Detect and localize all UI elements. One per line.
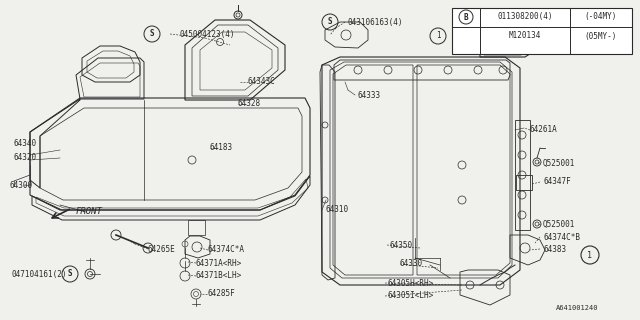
Text: 64350: 64350 <box>390 241 413 250</box>
Text: 64305H<RH>: 64305H<RH> <box>388 278 435 287</box>
Text: 1: 1 <box>436 31 440 41</box>
Text: B: B <box>464 12 468 21</box>
Text: 64265E: 64265E <box>148 244 176 253</box>
Text: S: S <box>150 29 154 38</box>
Text: 011308200(4): 011308200(4) <box>497 12 553 21</box>
Text: 64383: 64383 <box>543 244 566 253</box>
Text: 64300: 64300 <box>10 181 33 190</box>
Text: 64330: 64330 <box>400 260 423 268</box>
Text: 64371A<RH>: 64371A<RH> <box>196 259 243 268</box>
Text: Q525001: Q525001 <box>543 220 575 228</box>
Text: 047104161(2): 047104161(2) <box>12 269 67 278</box>
Text: 64320: 64320 <box>14 154 37 163</box>
Text: 64305I<LH>: 64305I<LH> <box>388 292 435 300</box>
Text: 64183: 64183 <box>210 143 233 153</box>
Text: (05MY-): (05MY-) <box>585 31 617 41</box>
Bar <box>452 8 632 54</box>
Text: 043106163(4): 043106163(4) <box>348 18 403 27</box>
Text: A641001240: A641001240 <box>556 305 598 311</box>
Text: (-04MY): (-04MY) <box>585 12 617 21</box>
Text: S: S <box>328 18 332 27</box>
Text: 64310: 64310 <box>325 205 348 214</box>
Text: 64328: 64328 <box>238 100 261 108</box>
Text: 64333: 64333 <box>358 91 381 100</box>
Text: FRONT: FRONT <box>76 207 103 217</box>
Text: S: S <box>68 269 72 278</box>
Text: 1: 1 <box>588 251 593 260</box>
Text: 64347F: 64347F <box>543 178 571 187</box>
Text: 64261A: 64261A <box>530 125 557 134</box>
Text: 045004123(4): 045004123(4) <box>180 29 236 38</box>
Text: 64371B<LH>: 64371B<LH> <box>196 271 243 281</box>
Text: 64340: 64340 <box>14 140 37 148</box>
Text: 64374C*B: 64374C*B <box>543 233 580 242</box>
Text: M120134: M120134 <box>509 31 541 41</box>
Text: 64285F: 64285F <box>207 290 235 299</box>
Text: 64374C*A: 64374C*A <box>208 245 245 254</box>
Text: 64343C: 64343C <box>248 77 276 86</box>
Text: Q525001: Q525001 <box>543 158 575 167</box>
